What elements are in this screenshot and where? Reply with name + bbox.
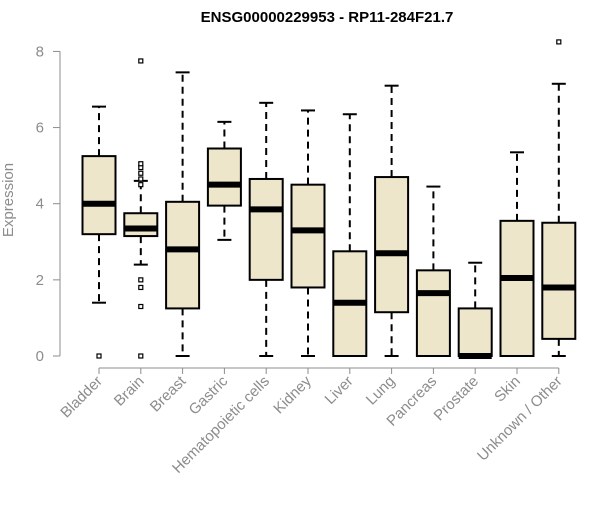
outlier-point: [138, 58, 144, 64]
box-kidney: [290, 109, 326, 357]
outlier-point: [138, 277, 144, 283]
box-iqr: [290, 183, 326, 289]
box-series: [81, 39, 577, 359]
outlier-point: [96, 353, 102, 359]
x-tick-label: Skin: [491, 373, 524, 406]
chart-title: ENSG00000229953 - RP11-284F21.7: [201, 9, 454, 26]
x-tick-label: Lung: [363, 373, 399, 409]
y-axis: 0 2 4 6 8: [36, 43, 61, 365]
outlier-point: [138, 161, 144, 167]
x-tick-label: Breast: [147, 372, 190, 415]
box-breast: [165, 71, 201, 357]
outlier-point: [556, 39, 562, 45]
x-tick-label: Kidney: [270, 372, 315, 417]
box-bladder: [81, 105, 117, 359]
box-iqr: [457, 307, 493, 357]
outlier-point: [138, 353, 144, 359]
box-iqr: [374, 176, 410, 314]
box-iqr: [541, 221, 577, 340]
box-iqr: [415, 269, 451, 357]
x-tick-label: Liver: [322, 373, 357, 408]
box-liver: [332, 113, 368, 357]
y-axis-title: Expression: [0, 163, 17, 237]
outlier-point: [138, 182, 144, 188]
box-pancreas: [415, 185, 451, 357]
box-prostate: [457, 261, 493, 359]
box-gastric: [206, 120, 242, 241]
y-tick-label: 2: [36, 272, 44, 289]
box-iqr: [499, 219, 535, 357]
box-iqr: [206, 147, 242, 207]
y-tick-label: 0: [36, 348, 44, 365]
box-brain: [123, 58, 159, 359]
box-iqr: [123, 212, 159, 238]
box-hematopoietic-cells: [248, 101, 284, 357]
outlier-point: [138, 303, 144, 310]
x-tick-label: Prostate: [430, 373, 482, 425]
outlier-point: [138, 170, 144, 176]
box-iqr: [165, 200, 201, 310]
x-tick-label: Bladder: [57, 373, 106, 422]
box-skin: [499, 151, 535, 357]
x-tick-label: Brain: [111, 373, 148, 410]
outlier-point: [138, 284, 144, 291]
box-lung: [374, 84, 410, 357]
box-unknown-other: [541, 39, 577, 357]
outlier-point: [138, 176, 144, 182]
y-tick-label: 6: [36, 120, 44, 137]
y-tick-label: 8: [36, 43, 44, 60]
box-iqr: [81, 155, 117, 236]
box-iqr: [248, 177, 284, 281]
y-tick-label: 4: [36, 196, 44, 213]
